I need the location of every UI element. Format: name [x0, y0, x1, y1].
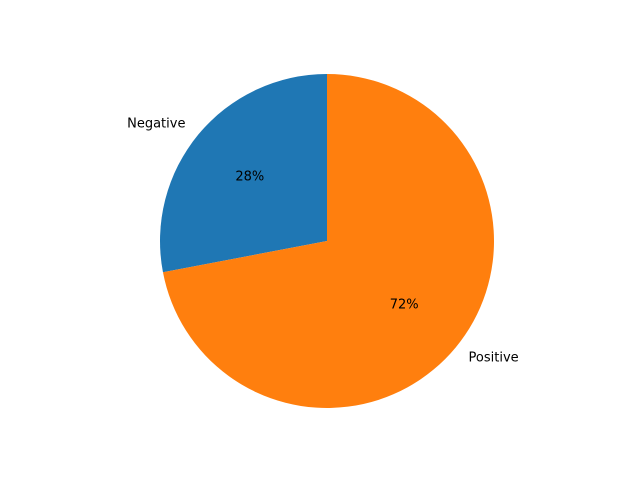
pie-percent-label-positive: 72% — [390, 297, 419, 312]
pie-slices — [160, 74, 495, 408]
pie-category-label-negative: Negative — [127, 116, 185, 131]
pie-slice-negative — [160, 74, 327, 273]
pie-slice-positive — [162, 74, 495, 408]
pie-percent-label-negative: 28% — [235, 170, 264, 185]
pie-category-label-positive: Positive — [469, 351, 519, 366]
pie-labels: 28% Negative 72% Positive — [127, 116, 519, 365]
